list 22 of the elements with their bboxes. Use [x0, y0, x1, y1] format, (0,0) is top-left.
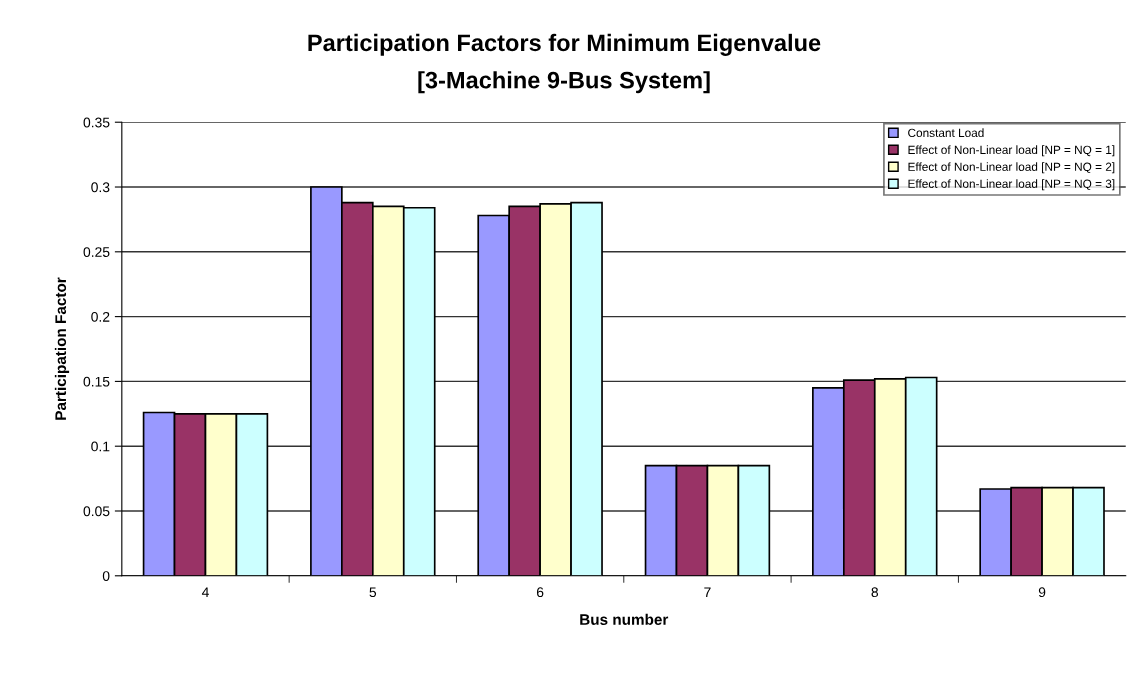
- y-tick-label: 0.1: [91, 441, 110, 452]
- x-tick-label: 6: [536, 587, 544, 598]
- legend-label: Effect of Non-Linear load [NP = NQ = 3]: [908, 179, 1115, 191]
- chart-title: Participation Factors for Minimum Eigenvalue: [308, 33, 821, 56]
- legend-label: Effect of Non-Linear load [NP = NQ = 2]: [908, 162, 1115, 174]
- y-tick-label: 0.05: [83, 506, 110, 517]
- legend-label: Constant Load: [908, 128, 984, 138]
- x-tick-label: 8: [871, 587, 879, 598]
- y-tick-label: 0.35: [83, 117, 110, 128]
- y-tick-label: 0.2: [91, 311, 110, 322]
- chart-subtitle: [3-Machine 9-Bus System]: [418, 71, 710, 94]
- y-tick-label: 0.3: [91, 182, 110, 193]
- x-tick-label: 9: [1038, 587, 1046, 598]
- y-axis-title: Participation Factor: [54, 277, 70, 420]
- x-axis-title: Bus number: [580, 613, 669, 625]
- y-tick-label: 0: [102, 571, 110, 581]
- x-tick-label: 5: [369, 587, 377, 598]
- y-tick-label: 0.25: [83, 247, 110, 257]
- x-tick-label: 4: [201, 587, 209, 597]
- legend-label: Effect of Non-Linear load [NP = NQ = 1]: [908, 145, 1115, 157]
- y-tick-label: 0.15: [83, 376, 110, 387]
- x-tick-label: 7: [704, 587, 711, 597]
